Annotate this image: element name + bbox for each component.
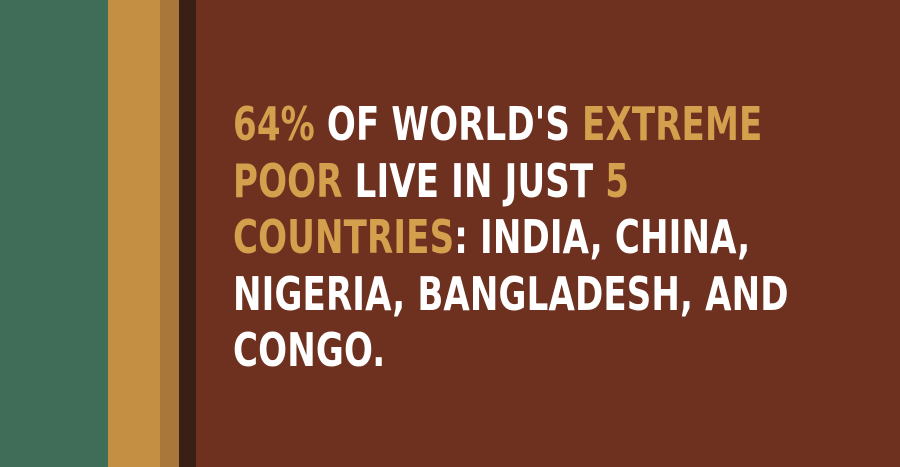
fact-text-segment: LIVE IN JUST [342, 153, 606, 208]
fact-line-5: CONGO. [233, 322, 647, 379]
decorative-stripe-dark [179, 0, 196, 467]
background-panel [196, 0, 900, 467]
decorative-stripe-tan [160, 0, 179, 467]
highlight-count: 5 [605, 153, 630, 208]
fact-text-segment: : INDIA, CHINA, [454, 210, 751, 264]
fact-line-2: POOR LIVE IN JUST 5 [233, 153, 647, 210]
fact-text-segment: NIGERIA, BANGLADESH, AND [233, 266, 789, 321]
fact-text: 64% OF WORLD'S EXTREME POOR LIVE IN JUST… [233, 96, 789, 379]
fact-line-4: NIGERIA, BANGLADESH, AND [233, 266, 789, 323]
highlight-poor: POOR [233, 153, 343, 208]
fact-line-3: COUNTRIES: INDIA, CHINA, [233, 209, 750, 266]
fact-text-segment: CONGO. [233, 323, 386, 377]
decorative-stripe-green [0, 0, 108, 467]
fact-line-1: 64% OF WORLD'S EXTREME [233, 96, 762, 153]
highlight-countries: COUNTRIES [233, 210, 455, 264]
highlight-extreme: EXTREME [582, 97, 763, 151]
fact-text-segment: OF WORLD'S [314, 97, 583, 151]
highlight-percent: 64% [233, 97, 315, 151]
decorative-stripe-gold [108, 0, 160, 467]
